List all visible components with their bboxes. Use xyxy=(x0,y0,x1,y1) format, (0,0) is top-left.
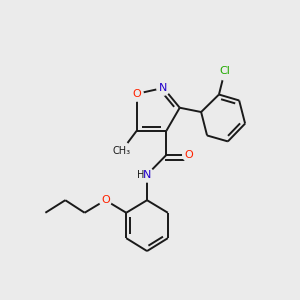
Circle shape xyxy=(183,148,195,162)
Circle shape xyxy=(140,167,154,182)
Text: N: N xyxy=(159,83,168,93)
Text: O: O xyxy=(101,195,110,205)
Text: Cl: Cl xyxy=(220,66,230,76)
Text: O: O xyxy=(132,89,141,99)
Circle shape xyxy=(157,81,170,95)
Circle shape xyxy=(130,87,143,101)
Text: H: H xyxy=(137,170,144,180)
Circle shape xyxy=(217,61,233,80)
Text: CH₃: CH₃ xyxy=(113,146,131,156)
Circle shape xyxy=(113,141,130,160)
Text: O: O xyxy=(184,150,193,160)
Circle shape xyxy=(100,194,111,207)
Text: N: N xyxy=(143,170,151,180)
